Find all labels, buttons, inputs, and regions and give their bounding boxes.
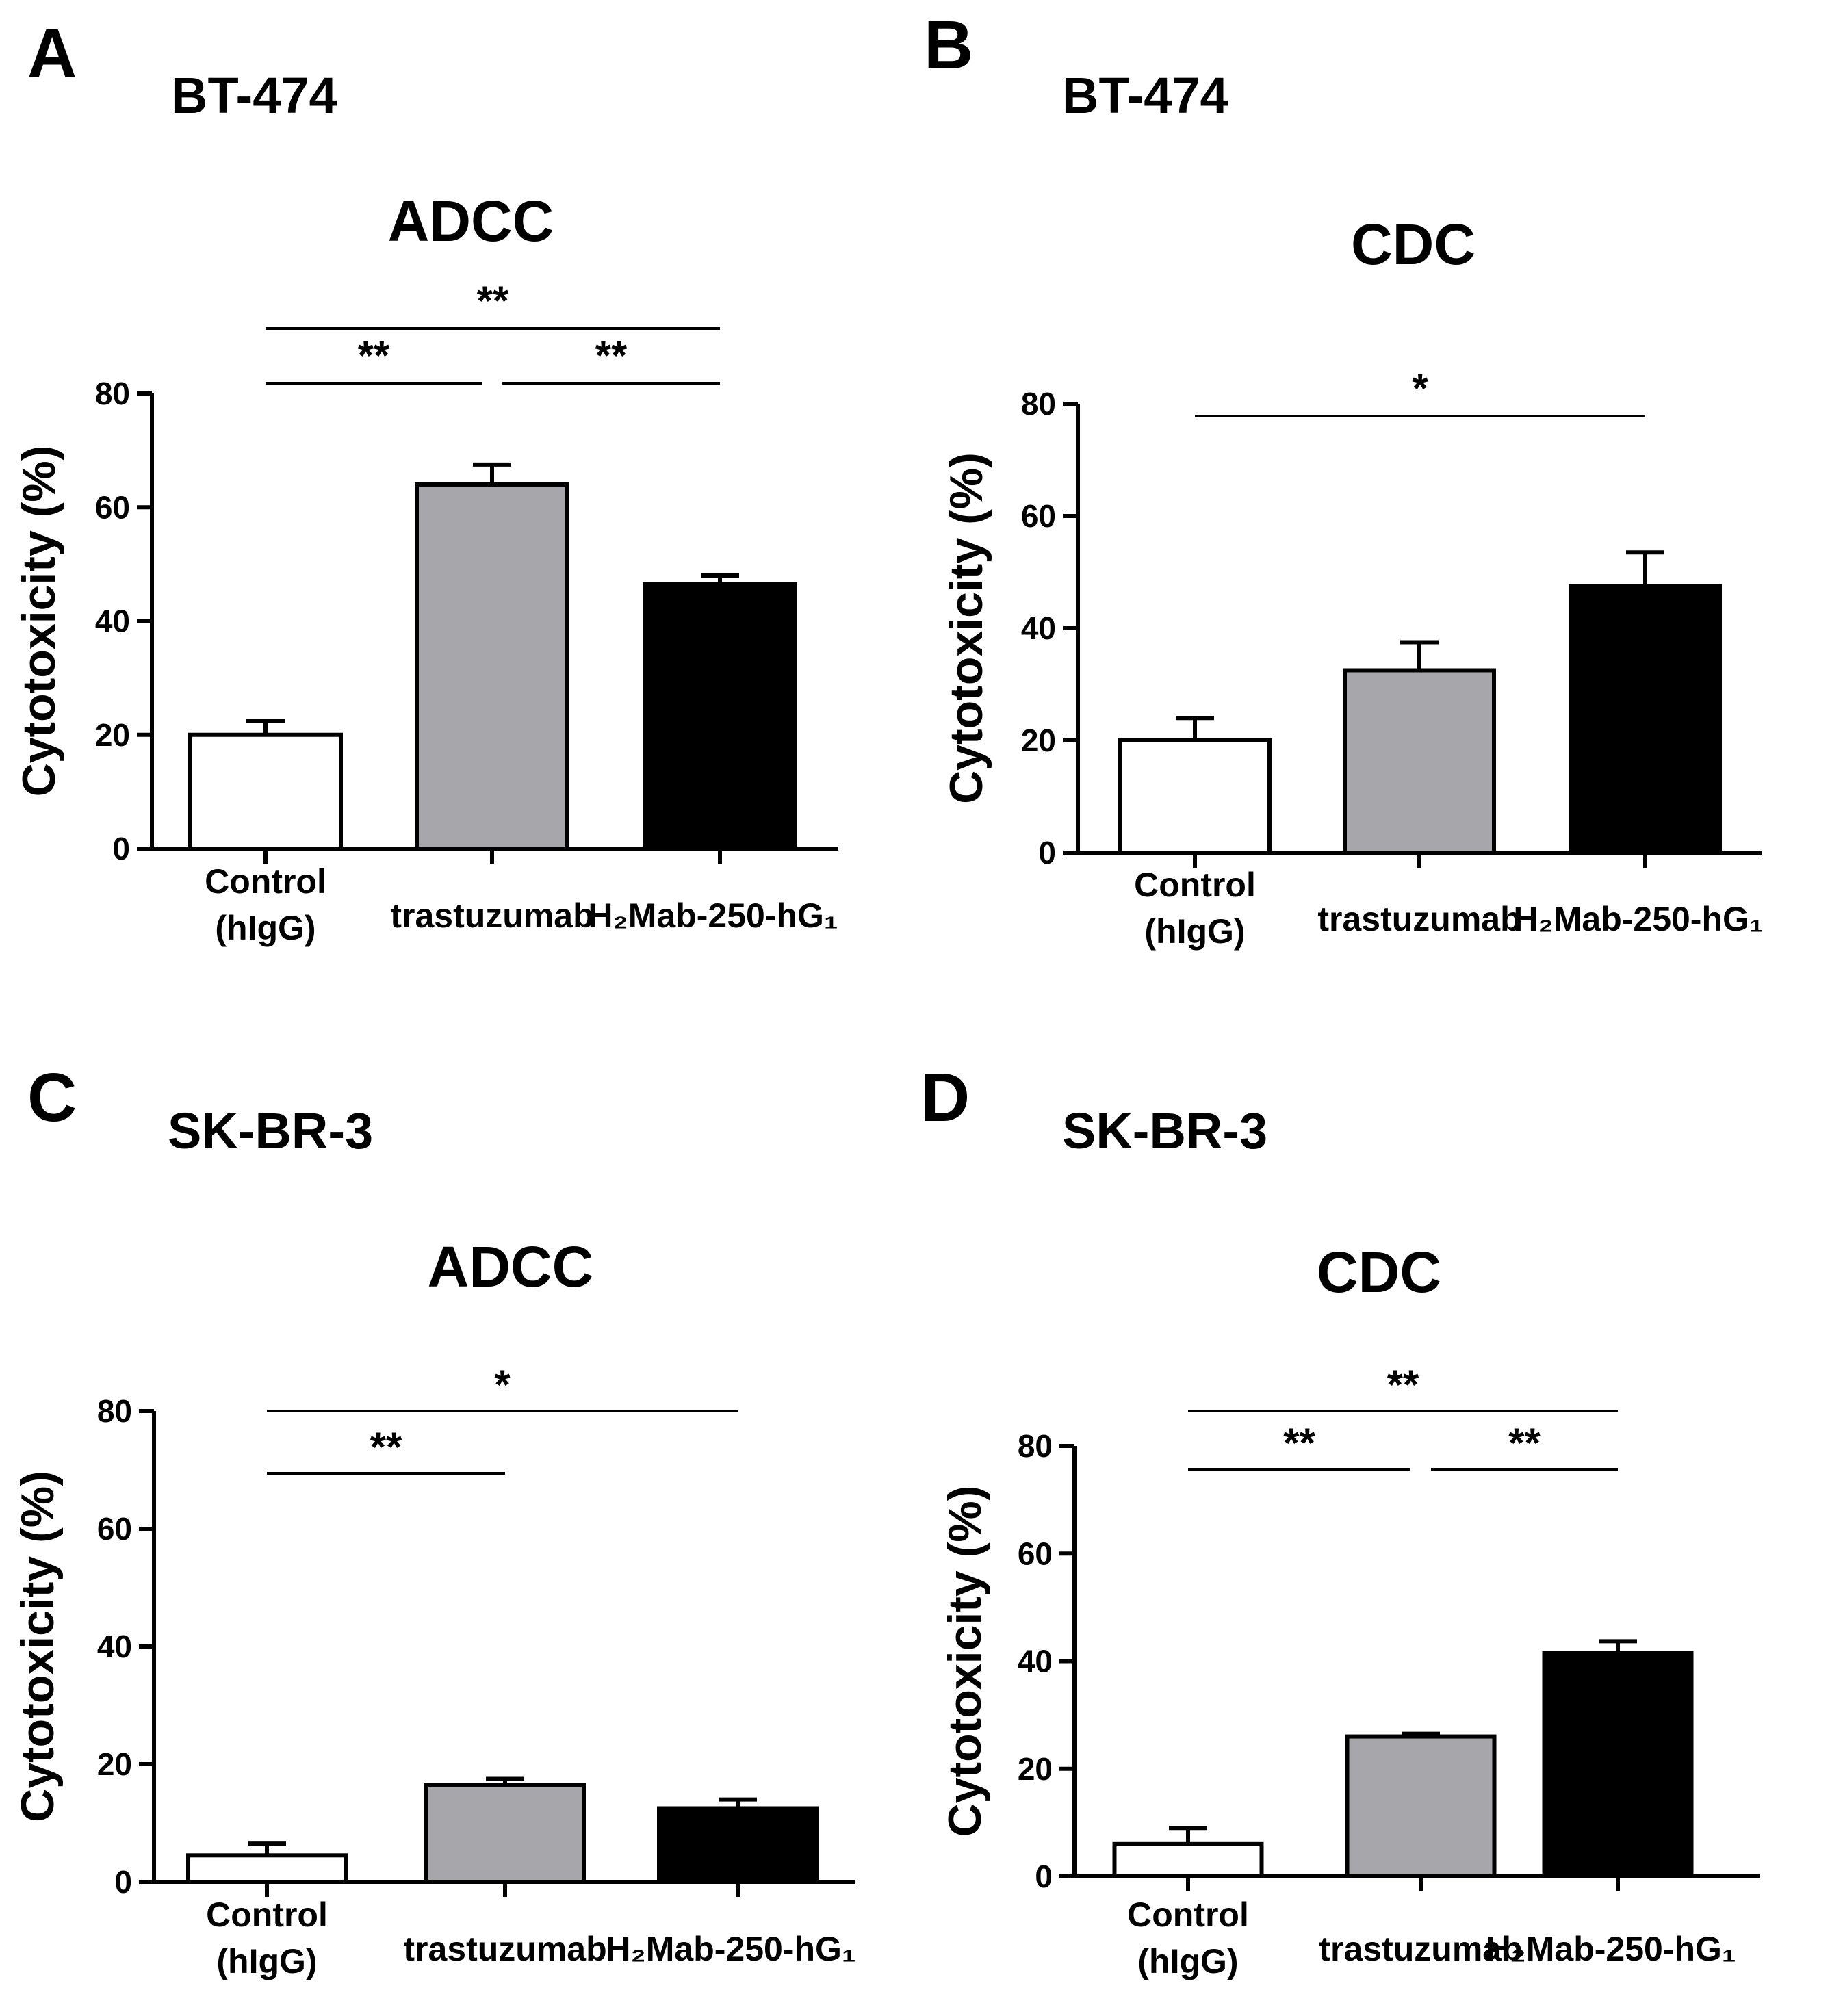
bar <box>657 1806 819 1884</box>
y-axis-label: Cytotoxicity (%) <box>939 1486 991 1837</box>
y-tick-label: 60 <box>1021 498 1056 534</box>
chart-title: ADCC <box>428 1235 594 1299</box>
bar <box>1118 738 1272 855</box>
x-tick-label-sub: (hIgG) <box>1137 1942 1238 1980</box>
cell-line-label: BT-474 <box>171 67 337 124</box>
y-tick-label: 40 <box>1018 1644 1053 1679</box>
plot-area-d: 0 20 40 60 80 Cytotoxicity (%) Control (hIgG) tr… <box>939 1362 1760 1980</box>
x-tick-label: H₂Mab-250-hG₁ <box>1513 900 1763 938</box>
significance-label: * <box>1412 365 1428 411</box>
chart-title: ADCC <box>388 189 554 253</box>
y-tick-label: 60 <box>1018 1536 1053 1571</box>
bar <box>188 732 343 851</box>
panel-c: C SK-BR-3 ADCC 0 20 40 60 80 Cytotoxicity (%)… <box>12 1059 856 1980</box>
panel-letter: A <box>27 15 77 92</box>
panel-letter: B <box>924 7 973 83</box>
significance-label: ** <box>477 278 509 324</box>
plot-area-c: 0 20 40 60 80 Cytotoxicity (%) Control (hIgG) tr… <box>12 1362 856 1980</box>
x-tick-label-sub: (hIgG) <box>1144 912 1245 951</box>
x-tick-label: H₂Mab-250-hG₁ <box>1486 1930 1736 1968</box>
y-tick-label: 20 <box>95 717 130 753</box>
plot-area-a: 0 20 40 60 80 Cytotoxicity (%) Control (hIgG) tr… <box>13 278 838 947</box>
cell-line-label: SK-BR-3 <box>168 1102 373 1159</box>
chart-title: CDC <box>1351 212 1475 276</box>
y-tick-label: 0 <box>1038 835 1056 870</box>
x-tick-label: trastuzumab <box>403 1930 606 1968</box>
y-tick-label: 80 <box>95 376 130 411</box>
bar <box>1569 584 1722 855</box>
y-axis-label: Cytotoxicity (%) <box>13 445 65 797</box>
panel-letter: C <box>27 1059 77 1136</box>
significance-label: * <box>494 1362 511 1408</box>
significance-label: ** <box>1387 1362 1419 1408</box>
x-tick-label: Control <box>1134 866 1256 904</box>
bar <box>1345 1734 1497 1878</box>
panel-d: D SK-BR-3 CDC 0 20 40 60 80 Cytotoxicity (%) C… <box>920 1059 1760 1980</box>
y-tick-label: 20 <box>1021 723 1056 758</box>
x-tick-label: Control <box>206 1896 328 1934</box>
y-tick-label: 60 <box>95 489 130 525</box>
x-tick-label-sub: (hIgG) <box>215 909 315 947</box>
bar <box>186 1853 348 1885</box>
y-tick-label: 60 <box>97 1511 132 1547</box>
y-tick-label: 20 <box>97 1746 132 1782</box>
y-axis-label: Cytotoxicity (%) <box>940 452 992 804</box>
y-tick-label: 0 <box>1035 1859 1053 1894</box>
chart-title: CDC <box>1317 1240 1441 1304</box>
significance-label: ** <box>595 333 628 378</box>
panel-letter: D <box>920 1059 970 1136</box>
bar <box>1112 1841 1264 1878</box>
y-tick-label: 80 <box>97 1393 132 1429</box>
significance-label: ** <box>1508 1420 1541 1466</box>
y-tick-label: 40 <box>95 604 130 639</box>
y-tick-label: 20 <box>1018 1751 1053 1787</box>
x-tick-label: H₂Mab-250-hG₁ <box>606 1930 855 1968</box>
significance-label: ** <box>1283 1420 1315 1466</box>
x-tick-label: trastuzumab <box>1317 900 1521 938</box>
y-tick-label: 0 <box>114 1864 132 1900</box>
significance-label: ** <box>358 333 390 378</box>
panel-a: A BT-474 ADCC 0 20 40 60 80 Cytotoxicity (%) C… <box>13 15 838 947</box>
y-axis-label: Cytotoxicity (%) <box>12 1471 64 1822</box>
y-tick-label: 80 <box>1018 1428 1053 1464</box>
bar <box>643 582 797 851</box>
bar <box>424 1783 586 1885</box>
bar <box>415 482 569 851</box>
plot-area-b: 0 20 40 60 80 Cytotoxicity (%) Control (hIgG) tr… <box>940 365 1764 951</box>
bar <box>1343 668 1496 855</box>
y-tick-label: 80 <box>1021 386 1056 422</box>
cell-line-label: SK-BR-3 <box>1062 1102 1267 1159</box>
x-tick-label: H₂Mab-250-hG₁ <box>588 896 838 935</box>
y-tick-label: 0 <box>112 831 130 866</box>
y-tick-label: 40 <box>1021 610 1056 646</box>
y-tick-label: 40 <box>97 1629 132 1664</box>
cell-line-label: BT-474 <box>1062 67 1228 124</box>
significance-label: ** <box>370 1424 402 1470</box>
bar <box>1542 1651 1694 1879</box>
x-tick-label: trastuzumab <box>1319 1930 1522 1968</box>
x-tick-label: Control <box>1127 1896 1249 1934</box>
x-tick-label-sub: (hIgG) <box>216 1942 317 1980</box>
x-tick-label: Control <box>205 862 326 901</box>
x-tick-label: trastuzumab <box>390 896 593 935</box>
panel-b: B BT-474 CDC 0 20 40 60 80 Cytotoxicity (%) Co… <box>924 7 1764 951</box>
